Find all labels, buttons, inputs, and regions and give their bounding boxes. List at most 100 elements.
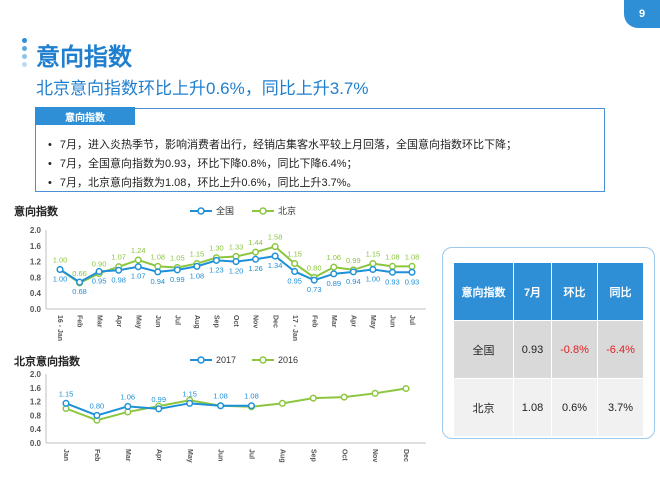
data-label: 1.15	[59, 389, 74, 398]
y-tick-label: 1.2	[30, 258, 42, 267]
data-point	[56, 265, 64, 274]
data-label: 1.30	[209, 244, 224, 253]
table-cell: 0.6%	[551, 378, 598, 437]
x-tick-label: Apr	[115, 315, 122, 327]
legend-label: 北京	[278, 205, 296, 216]
x-tick-label: May	[369, 315, 376, 329]
table-header: 环比	[551, 262, 598, 321]
table-cell: 0.93	[513, 320, 552, 379]
page-number-badge: 9	[624, 0, 660, 28]
summary-table: 意向指数 7月 环比 同比 全国 0.93 -0.8% -6.4% 北京 1.0…	[453, 262, 644, 437]
data-point	[252, 255, 260, 263]
chart2-title: 北京意向指数	[14, 356, 80, 368]
y-tick-label: 0.8	[30, 273, 42, 282]
data-label: 0.80	[307, 263, 322, 272]
data-label: 1.15	[366, 250, 381, 259]
data-label: 1.00	[366, 275, 381, 284]
x-tick-label: Dec	[271, 315, 278, 328]
data-label: 1.08	[405, 252, 420, 261]
data-point	[388, 268, 396, 276]
data-label: 0.99	[346, 256, 361, 265]
x-tick-label: Feb	[310, 315, 317, 327]
page-number: 9	[638, 8, 646, 20]
data-label: 1.08	[244, 392, 259, 401]
data-point	[154, 268, 162, 276]
data-point	[278, 399, 286, 407]
data-point	[193, 262, 201, 270]
data-point	[124, 408, 132, 416]
data-label: 1.08	[213, 392, 228, 401]
x-tick-label: Oct	[340, 449, 347, 461]
x-tick-label: Mar	[95, 315, 102, 328]
data-point	[134, 256, 142, 264]
table-header: 同比	[597, 262, 644, 321]
data-label: 0.66	[72, 269, 87, 278]
legend-label: 2016	[278, 355, 298, 365]
x-tick-label: Jul	[173, 315, 180, 325]
data-point	[310, 276, 318, 284]
x-tick-label: Feb	[93, 449, 100, 461]
data-label: 0.73	[307, 285, 322, 294]
data-label: 1.08	[385, 252, 400, 261]
x-tick-label: Nov	[371, 449, 378, 462]
data-label: 1.24	[131, 246, 146, 255]
data-label: 0.90	[92, 259, 107, 268]
data-point	[291, 267, 299, 276]
data-label: 0.95	[287, 276, 302, 285]
data-point	[76, 278, 84, 286]
data-point	[95, 267, 103, 276]
y-tick-label: 1.6	[30, 384, 42, 393]
series-line	[65, 387, 407, 422]
data-label: 1.05	[170, 254, 185, 263]
data-point	[154, 262, 162, 270]
data-label: 1.23	[209, 265, 224, 274]
note-item: 7月，进入炎热季节，影响消费者出行，经销店集客水平较上月回落，全国意向指数环比下…	[48, 136, 517, 152]
data-point	[247, 402, 256, 410]
x-tick-label: Apr	[349, 315, 356, 327]
data-point	[115, 266, 123, 274]
data-label: 1.15	[182, 389, 197, 398]
data-label: 0.99	[151, 395, 166, 404]
table-cell: 北京	[453, 378, 514, 437]
data-point	[369, 265, 377, 274]
y-tick-label: 1.2	[30, 398, 42, 407]
data-point	[402, 384, 410, 393]
y-tick-label: 2.0	[30, 370, 42, 379]
data-label: 0.98	[111, 275, 126, 284]
data-label: 1.08	[150, 252, 165, 261]
y-tick-label: 2.0	[30, 226, 42, 235]
note-item: 7月，北京意向指数为1.08，环比上升0.6%，同比上升3.7%。	[48, 174, 517, 190]
legend-marker	[259, 356, 267, 364]
x-tick-label: Feb	[76, 315, 83, 327]
page-title: 意向指数	[36, 44, 132, 71]
x-tick-label: Jan	[62, 449, 69, 461]
page-subtitle: 北京意向指数环比上升0.6%，同比上升3.7%	[36, 79, 369, 98]
x-tick-label: Mar	[330, 315, 337, 328]
data-label: 0.95	[92, 276, 107, 285]
y-tick-label: 1.6	[30, 242, 42, 251]
data-label: 0.94	[346, 277, 361, 286]
note-list: 7月，进入炎热季节，影响消费者出行，经销店集客水平较上月回落，全国意向指数环比下…	[48, 136, 517, 193]
data-label: 1.08	[190, 271, 205, 280]
y-tick-label: 0.4	[30, 289, 42, 298]
y-tick-label: 0.4	[30, 425, 42, 434]
data-label: 0.68	[72, 287, 87, 296]
data-point	[173, 266, 181, 274]
data-point	[134, 263, 142, 271]
data-label: 0.89	[326, 279, 341, 288]
data-label: 1.33	[229, 242, 244, 251]
data-point	[93, 411, 101, 419]
data-label: 0.93	[385, 277, 400, 286]
data-label: 0.80	[90, 401, 105, 410]
x-tick-label: Oct	[232, 315, 239, 327]
x-tick-label: Dec	[402, 449, 409, 462]
data-point	[408, 262, 416, 270]
x-tick-label: Sep	[309, 449, 316, 462]
data-label: 1.26	[248, 264, 263, 273]
chart1-svg: 0.0 0.4 0.8 1.2 1.6 2.0 16 - Jan Feb Mar Apr May Ju…	[30, 205, 426, 341]
data-label: 1.34	[268, 261, 283, 270]
x-tick-label: Mar	[124, 449, 131, 462]
legend-marker	[197, 207, 205, 215]
table-header-row: 意向指数 7月 环比 同比	[453, 262, 644, 321]
data-point	[330, 263, 338, 271]
